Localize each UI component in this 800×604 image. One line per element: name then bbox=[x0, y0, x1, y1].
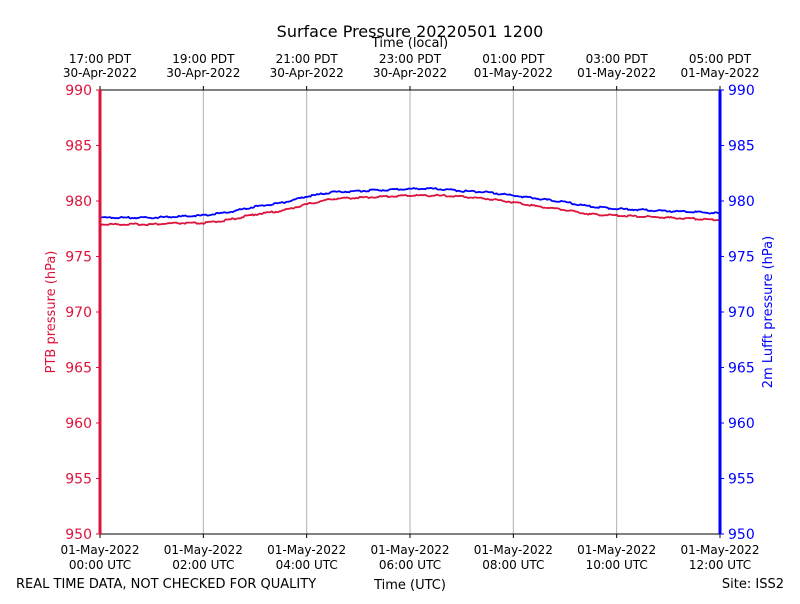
top-tick-date: 30-Apr-2022 bbox=[166, 66, 240, 80]
top-tick-time: 19:00 PDT bbox=[172, 52, 235, 66]
bottom-tick-date: 01-May-2022 bbox=[267, 543, 346, 557]
bottom-tick-date: 01-May-2022 bbox=[164, 543, 243, 557]
bottom-tick-time: 00:00 UTC bbox=[69, 558, 131, 572]
bottom-tick-time: 08:00 UTC bbox=[482, 558, 544, 572]
left-y-tick-label: 990 bbox=[65, 83, 92, 99]
top-tick-date: 01-May-2022 bbox=[680, 66, 759, 80]
top-tick-time: 03:00 PDT bbox=[586, 52, 649, 66]
bottom-tick-date: 01-May-2022 bbox=[370, 543, 449, 557]
ptb-pressure-line bbox=[99, 193, 721, 227]
top-tick-time: 05:00 PDT bbox=[689, 52, 752, 66]
right-axis-label: 2m Lufft pressure (hPa) bbox=[761, 236, 776, 388]
bottom-tick-time: 10:00 UTC bbox=[586, 558, 648, 572]
bottom-axis-label: Time (UTC) bbox=[373, 578, 446, 593]
right-y-tick-label: 965 bbox=[728, 361, 755, 377]
bottom-tick-date: 01-May-2022 bbox=[60, 543, 139, 557]
top-tick-time: 21:00 PDT bbox=[276, 52, 339, 66]
bottom-tick-time: 02:00 UTC bbox=[172, 558, 234, 572]
right-y-tick-label: 975 bbox=[728, 250, 755, 266]
top-tick-date: 01-May-2022 bbox=[577, 66, 656, 80]
site-label: Site: ISS2 bbox=[722, 577, 784, 592]
chart-title: Surface Pressure 20220501 1200 bbox=[277, 22, 544, 41]
right-y-tick-label: 985 bbox=[728, 139, 755, 155]
right-y-tick-label: 960 bbox=[728, 416, 755, 432]
left-y-tick-label: 950 bbox=[65, 527, 92, 543]
right-y-tick-label: 950 bbox=[728, 527, 755, 543]
series-lines bbox=[99, 186, 721, 227]
right-y-tick-label: 955 bbox=[728, 472, 755, 488]
top-tick-time: 23:00 PDT bbox=[379, 52, 442, 66]
left-y-tick-label: 985 bbox=[65, 139, 92, 155]
top-tick-date: 30-Apr-2022 bbox=[373, 66, 447, 80]
left-y-tick-label: 975 bbox=[65, 250, 92, 266]
lufft-pressure-line bbox=[99, 186, 721, 220]
left-y-tick-label: 955 bbox=[65, 472, 92, 488]
top-tick-date: 01-May-2022 bbox=[474, 66, 553, 80]
bottom-tick-time: 06:00 UTC bbox=[379, 558, 441, 572]
left-y-tick-label: 980 bbox=[65, 194, 92, 210]
bottom-tick-time: 04:00 UTC bbox=[276, 558, 338, 572]
gridlines bbox=[99, 90, 721, 534]
quality-disclaimer: REAL TIME DATA, NOT CHECKED FOR QUALITY bbox=[16, 577, 316, 592]
top-tick-time: 01:00 PDT bbox=[482, 52, 545, 66]
top-axis-label: Time (local) bbox=[371, 36, 448, 51]
left-y-tick-label: 970 bbox=[65, 305, 92, 321]
top-tick-date: 30-Apr-2022 bbox=[270, 66, 344, 80]
bottom-tick-date: 01-May-2022 bbox=[680, 543, 759, 557]
top-tick-time: 17:00 PDT bbox=[69, 52, 132, 66]
bottom-tick-date: 01-May-2022 bbox=[474, 543, 553, 557]
top-tick-date: 30-Apr-2022 bbox=[63, 66, 137, 80]
left-y-tick-label: 960 bbox=[65, 416, 92, 432]
bottom-tick-date: 01-May-2022 bbox=[577, 543, 656, 557]
right-y-tick-label: 980 bbox=[728, 194, 755, 210]
right-y-tick-label: 990 bbox=[728, 83, 755, 99]
left-y-tick-label: 965 bbox=[65, 361, 92, 377]
right-y-tick-label: 970 bbox=[728, 305, 755, 321]
bottom-tick-time: 12:00 UTC bbox=[689, 558, 751, 572]
left-axis-label: PTB pressure (hPa) bbox=[44, 251, 59, 374]
